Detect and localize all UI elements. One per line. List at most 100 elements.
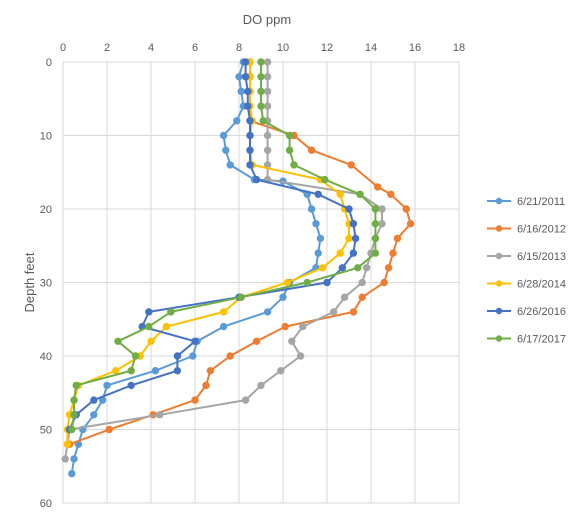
data-point [206,367,215,375]
data-point [241,396,250,404]
data-point [362,264,371,272]
data-point [257,87,265,96]
series-line [70,62,377,430]
data-point [127,367,135,375]
data-point [246,146,254,154]
data-point [145,308,153,316]
data-point [393,234,402,243]
data-point [307,146,316,154]
series-1 [68,58,325,478]
data-point [387,190,395,199]
legend-marker [495,335,503,342]
gridlines [62,61,460,504]
data-point [241,58,250,66]
legend-marker [495,252,503,260]
series-line [68,62,357,430]
data-point [285,131,294,140]
y-tick-label: 30 [40,278,52,290]
data-point [241,73,250,81]
axes: 0 2 4 6 8 10 12 14 16 18 0 10 20 30 40 50 60 [40,42,465,510]
data-point [70,455,78,463]
x-tick-label: 2 [104,42,110,54]
data-point [237,87,245,96]
data-point [336,249,344,257]
data-point [112,367,120,375]
legend-entry: 6/17/2017 [487,334,566,346]
data-point [173,367,182,375]
data-point [61,455,69,463]
y-tick-label: 10 [40,131,52,143]
data-point [145,322,153,331]
x-axis-title: DO ppm [243,12,291,27]
legend-entry: 6/26/2016 [487,306,566,318]
data-point [219,131,228,140]
legend-label: 6/28/2014 [517,279,566,291]
x-tick-label: 10 [277,42,289,54]
legend-label: 6/15/2013 [517,251,566,263]
data-point [336,190,344,199]
data-point [263,146,272,154]
data-point [263,308,272,316]
data-point [314,249,322,257]
data-point [90,411,98,419]
y-tick-label: 0 [46,57,52,69]
data-point [72,381,80,390]
y-tick-label: 40 [40,351,52,363]
data-point [290,161,298,169]
legend-entry: 6/21/2011 [487,196,565,208]
x-tick-label: 0 [60,42,66,54]
y-tick-label: 60 [40,498,52,510]
data-point [259,117,267,125]
data-point [371,220,380,228]
data-point [191,337,199,345]
data-point [314,190,322,199]
data-point [257,102,265,110]
data-point [162,322,171,331]
data-point [356,190,364,199]
data-point [105,425,113,434]
x-tick-label: 4 [148,42,154,54]
legend-label: 6/26/2016 [517,306,566,318]
data-point [68,469,76,478]
data-point [252,337,261,345]
data-point [237,293,245,301]
data-point [173,352,182,360]
data-point [373,183,382,191]
data-point [127,381,135,390]
y-axis-title: Depth feet [22,252,37,312]
data-point [281,322,289,331]
data-point [321,175,329,184]
data-point [263,58,272,66]
data-point [358,278,366,287]
data-point [283,278,292,287]
data-point [318,264,327,272]
data-point [151,367,160,375]
data-point [90,396,98,404]
data-point [202,381,210,390]
x-tick-label: 16 [409,42,421,54]
legend-label: 6/17/2017 [517,334,566,346]
legend-entry: 6/16/2012 [487,224,566,236]
legend-marker [495,280,503,287]
y-tick-label: 50 [40,425,52,437]
data-point [371,249,380,257]
data-point [285,146,294,154]
data-point [226,161,234,169]
data-point [233,117,241,125]
data-point [191,396,199,404]
data-point [252,175,261,184]
series-2 [65,58,415,448]
data-point [389,249,397,257]
data-point [279,293,287,301]
data-point [244,87,252,96]
data-point [299,322,307,331]
data-point [244,102,252,110]
legend-entry: 6/15/2013 [487,251,566,263]
data-point [156,411,164,419]
data-point [329,308,338,316]
series-3 [61,58,386,463]
data-point [312,220,320,228]
data-point [235,73,243,81]
